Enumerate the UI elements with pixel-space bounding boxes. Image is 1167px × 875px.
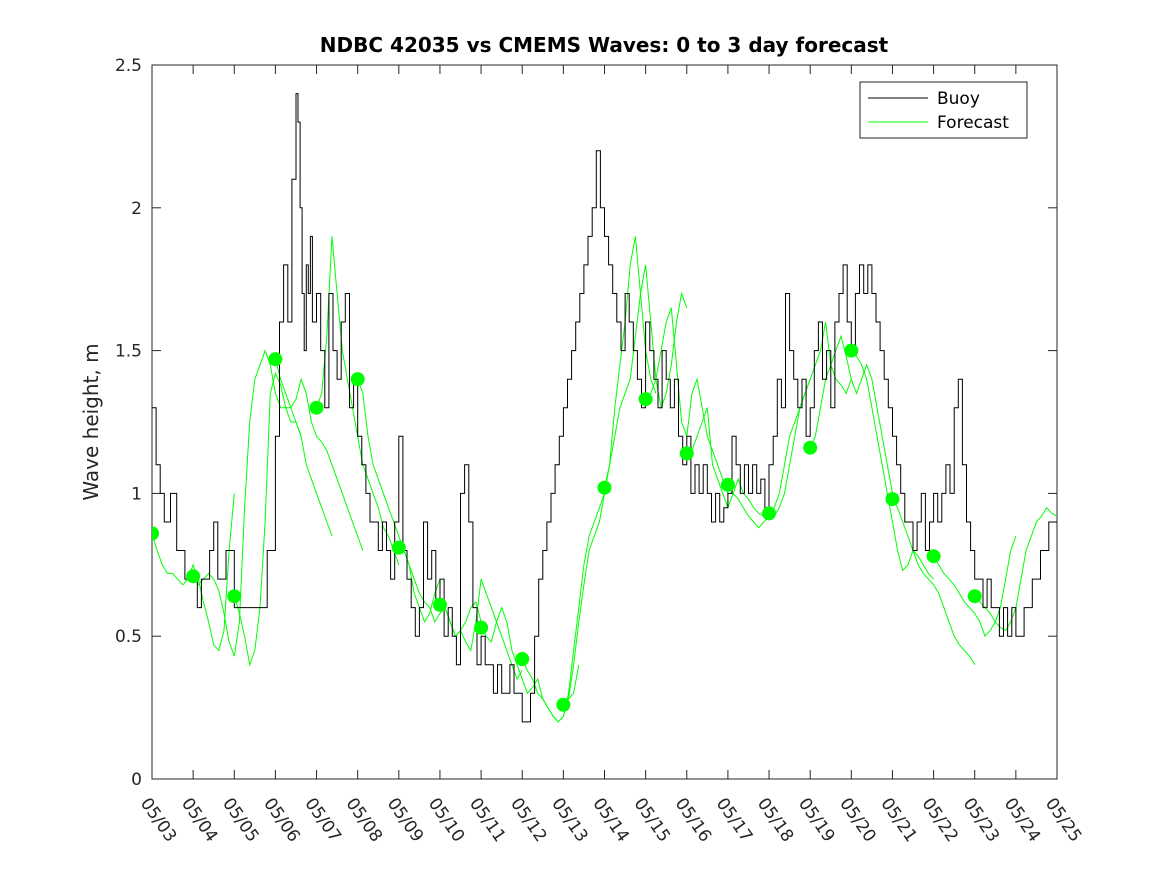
forecast-run-line [398,547,482,638]
forecast-init-marker [309,400,324,415]
forecast-run-line [152,493,235,652]
x-tick-label: 05/06 [259,794,303,846]
x-tick-label: 05/22 [917,794,961,846]
forecast-run-line [439,578,523,681]
forecast-init-marker [432,597,447,612]
forecast-init-markers [152,343,982,712]
x-tick-label: 05/13 [547,794,591,846]
x-tick-label: 05/10 [424,794,468,846]
forecast-init-marker [152,526,159,541]
forecast-run-line [357,379,441,624]
forecast-run-line [892,498,976,666]
plot-area [151,64,1058,780]
forecast-init-marker [515,652,530,667]
forecast-run-line [850,350,934,580]
forecast-init-marker [268,352,283,367]
legend-label-forecast: Forecast [937,113,1009,133]
forecast-init-marker [474,620,489,635]
legend: Buoy Forecast [859,81,1028,139]
forecast-init-marker [967,589,982,604]
forecast-run-line [604,264,688,488]
x-tick-label: 05/16 [671,794,715,846]
y-axis: 0 0.5 1 1.5 2 2.5 [115,56,1057,790]
x-tick-label: 05/05 [218,794,262,846]
chart-title: NDBC 42035 vs CMEMS Waves: 0 to 3 day fo… [320,33,889,57]
x-tick-label: 05/19 [794,794,838,846]
forecast-init-marker [679,446,694,461]
y-tick-label: 0 [131,770,142,790]
forecast-run-line [768,321,852,517]
forecast-init-marker [885,492,900,507]
x-tick-label: 05/03 [136,794,180,846]
x-tick-label: 05/12 [506,794,550,846]
y-axis-label: Wave height, m [79,343,103,500]
forecast-init-marker [803,440,818,455]
forecast-run-line [233,371,333,667]
y-tick-label: 0.5 [115,627,142,647]
forecast-init-marker [227,589,242,604]
forecast-init-marker [350,372,365,387]
x-tick-label: 05/17 [712,794,756,846]
buoy-series-line [152,93,1057,723]
forecast-run-line [192,349,302,657]
x-tick-label: 05/21 [876,794,920,846]
y-tick-label: 1.5 [115,342,142,362]
forecast-init-marker [556,697,571,712]
x-tick-label: 05/25 [1041,794,1085,846]
forecast-init-marker [844,343,859,358]
x-tick-label: 05/11 [465,794,509,846]
x-tick-label: 05/20 [835,794,879,846]
x-tick-label: 05/07 [300,794,344,846]
forecast-init-marker [720,477,735,492]
forecast-init-marker [762,506,777,521]
forecast-init-marker [926,549,941,564]
y-tick-label: 2 [131,199,142,219]
forecast-run-line [933,536,1017,638]
x-tick-label: 05/14 [588,794,632,846]
forecast-init-marker [638,392,653,407]
forecast-init-marker [186,569,201,584]
forecast-init-marker [597,480,612,495]
y-tick-label: 1 [131,484,142,504]
x-tick-label: 05/09 [383,794,427,846]
x-tick-label: 05/04 [177,794,221,846]
forecast-init-marker [391,540,406,555]
y-tick-label: 2.5 [115,56,142,76]
x-tick-label: 05/08 [342,794,386,846]
x-tick-label: 05/18 [753,794,797,846]
forecast-run-line [521,493,605,723]
legend-box [859,81,1028,139]
forecast-run-line [809,334,893,494]
forecast-run-line [274,359,364,551]
legend-label-buoy: Buoy [937,89,980,109]
forecast-series [152,236,1057,723]
x-tick-label: 05/24 [1000,794,1044,846]
x-tick-label: 05/15 [630,794,674,846]
x-tick-label: 05/23 [959,794,1003,846]
